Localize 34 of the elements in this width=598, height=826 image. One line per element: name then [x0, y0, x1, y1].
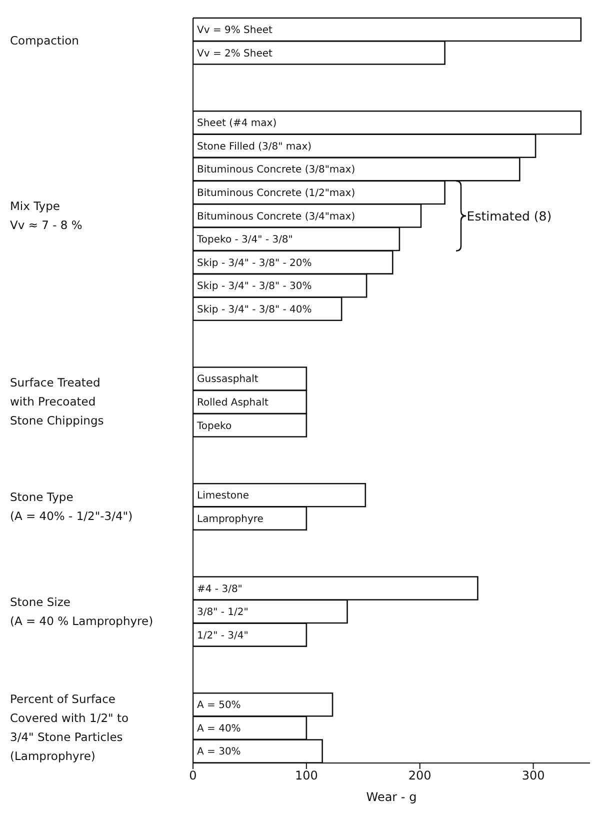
text: Stone Type (A = 40% - 1/2"-3/4")	[10, 488, 133, 525]
y-tick-label: Topeko - 3/4" - 3/8"	[196, 234, 293, 246]
y-tick-label: Skip - 3/4" - 3/8" - 20%	[197, 258, 312, 269]
y-tick-label: Rolled Asphalt	[197, 398, 268, 408]
y-tick-label: Skip - 3/4" - 3/8" - 40%	[197, 304, 312, 316]
y-tick-label: Lamprophyre	[197, 514, 264, 525]
x-tick-label: 0	[189, 768, 197, 783]
y-tick-label: Vv = 2% Sheet	[197, 48, 273, 60]
y-tick-label: A = 30%	[197, 746, 241, 758]
text: Compaction	[10, 32, 79, 50]
x-tick-label: 100	[294, 768, 318, 783]
y-tick-label: Skip - 3/4" - 3/8" - 30%	[197, 281, 312, 292]
y-tick-label: Vv = 9% Sheet	[197, 25, 273, 36]
y-tick-label: Bituminous Concrete (3/8"max)	[197, 164, 356, 176]
y-tick-label: Stone Filled (3/8" max)	[197, 141, 312, 152]
text: Mix Type Vv ≈ 7 - 8 %	[10, 198, 82, 234]
y-tick-label: 3/8" - 1/2"	[197, 607, 248, 618]
text: Percent of Surface Covered with 1/2" to 3/4" Stone Particles (Lamprophyre)	[10, 691, 129, 766]
x-tick-label: 200	[408, 768, 432, 783]
y-tick-label: 1/2" - 3/4"	[197, 630, 248, 642]
y-tick-label: Sheet (#4 max)	[197, 118, 277, 130]
annotation: Estimated (8)	[466, 208, 552, 224]
y-tick-label: A = 40%	[197, 723, 241, 734]
y-tick-label: Gussasphalt	[197, 374, 258, 386]
y-tick-label: Limestone	[197, 490, 249, 502]
x-axis-title: Wear - g	[366, 790, 417, 804]
y-tick-label: Bituminous Concrete (3/4"max)	[197, 211, 356, 222]
y-tick-label: A = 50%	[197, 700, 241, 712]
text: Surface Treated with Precoated Stone Chippings	[10, 374, 104, 430]
y-tick-label: Topeko	[196, 420, 232, 432]
y-tick-label: #4 - 3/8"	[197, 584, 242, 595]
text: Stone Size (A = 40 % Lamprophyre)	[10, 594, 154, 630]
y-tick-label: Bituminous Concrete (1/2"max)	[197, 188, 356, 199]
x-tick-label: 300	[522, 768, 545, 783]
